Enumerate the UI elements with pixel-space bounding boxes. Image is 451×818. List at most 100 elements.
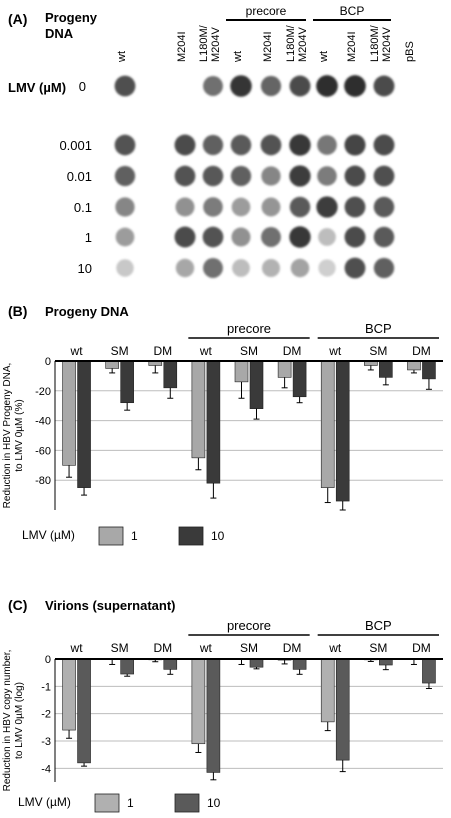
column-label-3: wt [232,51,244,63]
bar-series0-cat0 [62,658,76,731]
bar-series1-cat0 [77,658,91,764]
lmv-row-label: 0.001 [59,138,92,153]
group-label: precore [227,618,271,633]
panel-c-letter: (C) [8,597,27,613]
dot-r5-c3 [232,259,250,277]
dot-r5-c1 [175,258,195,278]
y-axis-label: Reduction in HBV copy number, to LMV 0µM … [2,650,25,792]
dot-r4-c8 [373,226,395,248]
dot-r4-c7 [344,226,366,248]
legend-swatch-1 [174,793,200,813]
dot-r0-c7 [344,75,366,97]
dot-r4-c4 [261,227,281,247]
legend-label-0: 1 [127,796,134,810]
dot-r0-c5 [289,75,311,97]
dot-r1-c6 [317,135,337,155]
dot-r1-c0 [114,134,136,156]
column-label-2: L180M/M204V [198,24,222,62]
bar-series1-cat4 [249,360,264,409]
group-label: BCP [365,321,392,336]
category-label: wt [70,641,84,655]
panel-c-virions-chart: (C) Virions (supernatant) 0 -1 -2 -3 -4 Reduc… [2,597,443,813]
column-label-7: M204I [346,31,358,62]
column-label-text: L180M/ [285,24,297,62]
dot-r3-c5 [289,196,311,218]
bar-series0-cat4 [234,360,249,383]
column-label-text: M204I [176,31,188,62]
column-label-text: wt [318,51,330,63]
column-label-8: L180M/M204V [369,24,393,62]
precore-label-a: precore [246,4,287,18]
column-label-9: pBS [404,41,416,62]
legend: LMV (µM) 1 10 [22,526,225,546]
legend: LMV (µM) 1 10 [18,793,221,813]
dot-r5-c7 [344,257,366,279]
dot-r1-c2 [202,134,224,156]
dot-r2-c4 [261,166,281,186]
lmv-row-label: 1 [85,230,92,245]
dot-r0-c8 [373,75,395,97]
bar-series0-cat6 [320,360,335,488]
category-label: DM [283,344,302,358]
dot-r4-c2 [202,226,224,248]
y-tick-label: -80 [35,475,51,487]
bar-series1-cat6 [335,360,350,502]
category-label: SM [240,641,258,655]
column-label-text: pBS [404,41,416,62]
bar-series1-cat2 [163,360,178,389]
dot-r3-c1 [175,197,195,217]
column-label-text: M204I [346,31,358,62]
dot-r0-c0 [114,75,136,97]
dot-r1-c1 [174,134,196,156]
dot-r1-c3 [230,134,252,156]
column-label-5: L180M/M204V [285,24,309,62]
dot-r2-c3 [230,165,252,187]
bar-series1-cat1 [120,360,134,404]
dot-r3-c0 [115,197,135,217]
dot-r5-c8 [373,257,395,279]
category-label: DM [153,344,172,358]
bar-series0-cat3 [191,658,206,745]
dot-r1-c7 [344,134,366,156]
dot-r1-c5 [289,134,311,156]
y-tick-label: 0 [45,654,51,666]
legend-label-1: 10 [207,796,221,810]
column-label-text: M204V [297,26,309,62]
column-label-text: M204V [381,26,393,62]
group-label: precore [227,321,271,336]
dot-r3-c2 [203,197,223,217]
y-tick-label: -60 [35,445,51,457]
y-axis-label-line: Reduction in HBV copy number, [2,650,13,792]
dot-r3-c8 [373,196,395,218]
bar-series0-cat0 [62,360,76,466]
panel-c-title: Virions (supernatant) [45,598,176,613]
dot-r0-c6 [316,75,338,97]
panel-b-letter: (B) [8,303,27,319]
category-label: DM [153,641,172,655]
bar-series1-cat8 [422,360,436,380]
y-axis-label-line: to LMV 0µM (%) [14,399,25,471]
bar-series1-cat2 [163,658,178,670]
bar-series1-cat3 [206,360,221,484]
dot-r2-c2 [202,165,224,187]
legend-label-0: 1 [131,529,138,543]
column-label-0: wt [116,51,128,63]
dot-r4-c0 [115,227,135,247]
category-label: wt [70,344,84,358]
bar-series1-cat1 [120,658,134,675]
dot-r5-c2 [203,258,223,278]
y-tick-label: -40 [35,416,51,428]
y-axis-label-line: to LMV 0µM (log) [14,682,25,759]
panel-a-title-line1: Progeny [45,10,98,25]
dot-r2-c1 [174,165,196,187]
bcp-label-a: BCP [340,4,365,18]
dot-r0-c3 [230,75,252,97]
lmv-row-axis-label: LMV (µM) [8,80,66,95]
dot-r4-c1 [174,226,196,248]
dot-r3-c3 [231,197,251,217]
category-label: SM [240,344,258,358]
y-tick-label: -3 [41,736,51,748]
column-label-6: wt [318,51,330,63]
panel-a-letter: (A) [8,11,27,27]
